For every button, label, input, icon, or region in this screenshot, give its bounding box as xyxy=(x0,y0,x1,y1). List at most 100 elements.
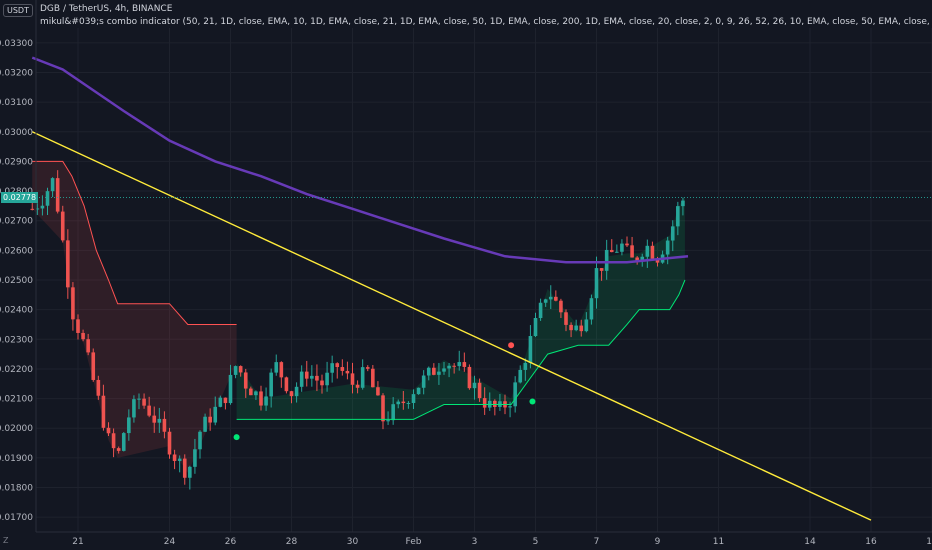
candle-body xyxy=(264,396,268,406)
candle-body xyxy=(391,404,395,421)
candle-body xyxy=(508,406,512,408)
candle-body xyxy=(152,415,157,423)
currency-label[interactable]: USDT xyxy=(3,4,33,17)
indicator-legend[interactable]: mikul&#039;s combo indicator (50, 21, 1D… xyxy=(40,17,930,27)
candle-body xyxy=(279,362,284,378)
candle-body xyxy=(604,249,609,271)
candle-body xyxy=(569,324,573,331)
candle-body xyxy=(462,362,467,367)
candle-body xyxy=(172,454,177,461)
candle-body xyxy=(325,372,329,386)
candle-body xyxy=(147,405,151,416)
candle-body xyxy=(274,362,279,373)
candle-body xyxy=(625,243,629,246)
candle-body xyxy=(35,208,40,210)
candle-body xyxy=(116,448,121,451)
candle-body xyxy=(676,206,680,227)
candle-body xyxy=(96,379,101,396)
candle-body xyxy=(457,362,462,367)
candle-body xyxy=(620,243,624,252)
x-tick-label: 24 xyxy=(164,537,176,547)
candle-body xyxy=(665,240,670,255)
x-tick-label: 7 xyxy=(594,537,600,547)
candle-body xyxy=(365,367,370,369)
candle-body xyxy=(167,431,172,455)
candle-body xyxy=(640,256,645,261)
candle-body xyxy=(599,268,604,271)
x-tick-label: 16 xyxy=(865,537,877,547)
candle-body xyxy=(233,366,238,375)
y-tick-label: 0.02500 xyxy=(0,276,33,286)
timezone-button[interactable]: Z xyxy=(3,536,9,545)
x-tick-label: 3 xyxy=(472,537,478,547)
candle-body xyxy=(523,362,528,370)
candle-body xyxy=(340,367,345,371)
candle-body xyxy=(45,191,50,206)
candle-body xyxy=(50,178,55,192)
short-stop-fill xyxy=(32,161,237,473)
candle-body xyxy=(238,366,243,373)
stop-fill-areas xyxy=(32,161,685,473)
candle-body xyxy=(299,371,304,387)
candle-body xyxy=(81,332,85,340)
long-stop-fill xyxy=(236,196,685,420)
candle-body xyxy=(432,367,436,375)
candle-body xyxy=(111,433,116,449)
candle-body xyxy=(533,317,538,337)
y-tick-label: 0.02700 xyxy=(0,217,33,227)
candle-body xyxy=(518,369,523,383)
candle-body xyxy=(371,368,375,388)
candle-body xyxy=(162,418,167,432)
x-tick-label: 14 xyxy=(804,537,816,547)
candle-body xyxy=(538,302,543,318)
candle-body xyxy=(320,380,324,386)
x-tick-label: 26 xyxy=(225,537,237,547)
candle-body xyxy=(223,397,228,404)
candle-body xyxy=(615,251,619,253)
candle-body xyxy=(360,367,365,388)
y-tick-label: 0.03100 xyxy=(0,98,33,108)
candle-body xyxy=(528,336,533,363)
candle-body xyxy=(411,394,416,404)
candle-body xyxy=(142,398,146,406)
candle-body xyxy=(554,296,558,301)
candle-body xyxy=(294,386,299,397)
candle-body xyxy=(127,417,131,434)
x-tick-label: 9 xyxy=(655,537,661,547)
candle-body xyxy=(76,319,80,333)
x-axis[interactable]: 21 24 26 28 30 Feb 3 5 7 9 11 14 16 18 xyxy=(36,531,932,547)
candle-body xyxy=(609,249,614,253)
y-tick-label: 0.01800 xyxy=(0,484,33,494)
x-tick-label: 18 xyxy=(926,537,932,547)
x-tick-label: 11 xyxy=(713,537,724,547)
candle-body xyxy=(452,365,456,367)
candle-body xyxy=(177,458,182,461)
candle-body xyxy=(71,287,75,320)
candle-body xyxy=(376,387,380,396)
candle-body xyxy=(477,382,482,399)
candle-body xyxy=(132,399,136,418)
candle-body xyxy=(218,397,223,407)
candle-body xyxy=(289,391,294,397)
ema-200-line xyxy=(31,56,689,264)
candle-body xyxy=(355,384,360,388)
y-axis[interactable]: 0.033000.032000.031000.030000.029000.028… xyxy=(0,0,37,532)
candle-body xyxy=(574,325,578,331)
y-tick-label: 0.02100 xyxy=(0,395,33,405)
candle-body xyxy=(396,401,401,405)
candle-body xyxy=(40,205,45,209)
candle-body xyxy=(157,418,162,423)
candle-body xyxy=(249,388,253,396)
candle-body xyxy=(426,367,431,376)
candle-body xyxy=(310,375,314,379)
candle-body xyxy=(193,449,197,467)
candle-body xyxy=(330,363,334,373)
short-start-marker xyxy=(508,342,515,349)
x-tick-label: 21 xyxy=(72,537,83,547)
y-tick-label: 0.02400 xyxy=(0,306,33,316)
candle-body xyxy=(101,395,106,428)
y-tick-label: 0.03200 xyxy=(0,68,33,78)
candle-body xyxy=(416,387,421,395)
x-tick-label: Feb xyxy=(406,537,422,547)
